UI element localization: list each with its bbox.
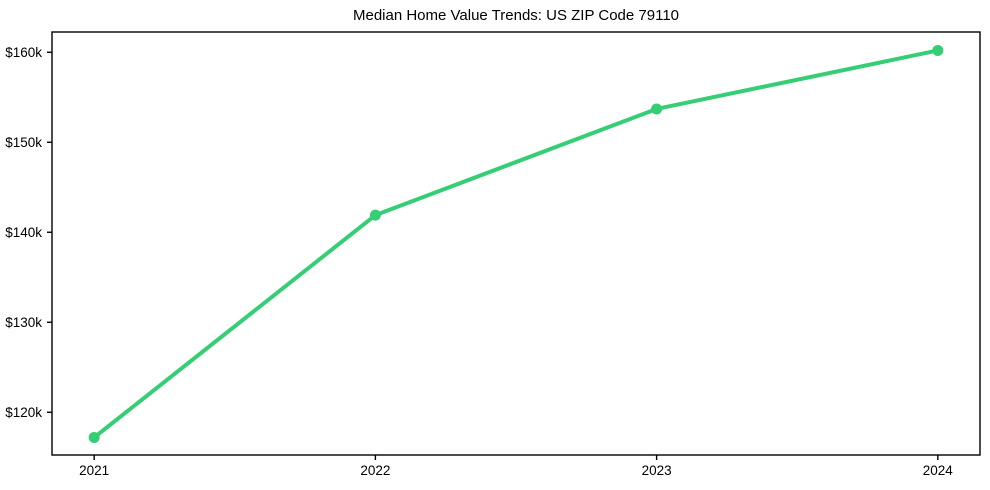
y-tick-label: $120k [5, 405, 42, 420]
chart-title: Median Home Value Trends: US ZIP Code 79… [353, 7, 679, 24]
x-axis: 2021 2022 2023 2024 [79, 455, 953, 478]
plot-border [51, 31, 981, 456]
y-tick-label: $160k [5, 45, 42, 60]
x-tick-label: 2021 [79, 463, 109, 478]
data-point-marker [651, 103, 663, 115]
data-point-marker [88, 431, 100, 443]
y-tick-label: $150k [5, 135, 42, 150]
data-point-marker [932, 44, 944, 56]
data-point-marker [369, 209, 381, 221]
x-tick-label: 2024 [923, 463, 954, 478]
y-axis: $120k $130k $140k $150k $160k [5, 45, 52, 420]
x-tick-label: 2023 [642, 463, 672, 478]
trend-line [92, 48, 940, 440]
data-series [88, 44, 944, 443]
x-tick-label: 2022 [360, 463, 390, 478]
y-tick-label: $130k [5, 315, 42, 330]
y-tick-label: $140k [5, 225, 42, 240]
